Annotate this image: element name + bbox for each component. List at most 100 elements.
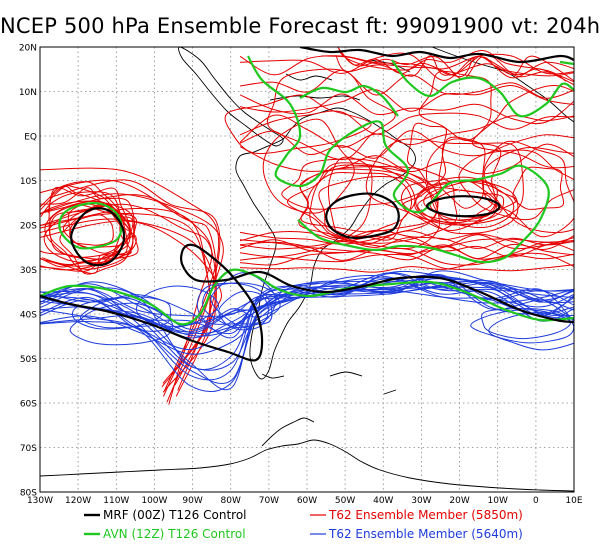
legend-label: T62 Ensemble Member (5640m) <box>328 527 523 541</box>
longitude-label: 110W <box>103 496 129 506</box>
longitude-label: 100W <box>141 496 167 506</box>
latitude-label: 10N <box>19 88 37 98</box>
red-member-contour <box>481 140 574 238</box>
red-member-contour <box>417 180 515 229</box>
latitude-label: 20N <box>19 44 37 54</box>
red-member-contour <box>338 48 574 86</box>
latitude-label: 30S <box>20 266 37 276</box>
red-member-contour <box>239 93 574 125</box>
longitude-label: 40W <box>373 496 393 506</box>
red-member-contour <box>239 143 574 175</box>
longitude-label: 60W <box>297 496 317 506</box>
blue-member-contour <box>481 308 571 340</box>
red-member-contour <box>438 136 486 209</box>
red-member-contour <box>415 179 497 221</box>
red-member-contour <box>239 252 574 273</box>
map-title: NCEP 500 hPa Ensemble Forecast ft: 99091… <box>0 14 600 38</box>
red-member-contour <box>335 54 574 82</box>
blue-member-contour <box>196 282 273 325</box>
avn-control-contour <box>58 202 123 250</box>
legend: MRF (00Z) T126 Control AVN (12Z) T126 Con… <box>84 508 523 541</box>
red-member-contour <box>69 214 114 246</box>
tierra-del-fuego <box>261 373 285 379</box>
red-member-contour <box>266 68 396 161</box>
mrf-control-contour <box>299 47 574 64</box>
latitude-label: 80S <box>20 489 37 499</box>
caribbean-islands <box>285 73 333 81</box>
mrf-control-contour <box>325 192 400 240</box>
red-member-contour <box>40 186 135 266</box>
red-member-contour <box>42 193 224 397</box>
red-member-contour <box>239 230 574 251</box>
longitude-label: 120W <box>65 496 91 506</box>
red-member-contour <box>239 69 574 99</box>
blue-member-contour <box>40 275 574 355</box>
red-member-contour <box>327 156 373 239</box>
red-member-contour <box>239 247 574 266</box>
red-member-contour <box>286 164 458 244</box>
grid-lines <box>40 47 574 492</box>
red-member-contour <box>239 52 574 81</box>
red-member-contour <box>239 229 574 249</box>
blue-member-contour <box>40 274 574 332</box>
red-member-contour <box>239 230 574 250</box>
blue-member-contour <box>470 309 574 344</box>
red-member-contour <box>336 47 574 80</box>
longitude-label: 70W <box>259 496 279 506</box>
longitude-label: 90W <box>182 496 202 506</box>
latitude-label: 70S <box>20 444 37 454</box>
red-member-contour <box>512 166 565 211</box>
latitude-label: 20S <box>20 222 37 232</box>
legend-label: T62 Ensemble Member (5850m) <box>328 508 523 522</box>
red-member-contour <box>281 158 428 210</box>
map-frame <box>39 46 575 493</box>
avn-control-contour <box>40 268 574 326</box>
mrf-control-contour <box>40 243 574 362</box>
red-member-contour <box>40 181 128 272</box>
blue-member-contour <box>40 272 574 335</box>
red-member-contour <box>458 149 574 221</box>
red-member-contour <box>49 203 134 270</box>
longitude-label: 130W <box>27 496 53 506</box>
legend-label: MRF (00Z) T126 Control <box>103 508 247 522</box>
red-member-contour <box>365 138 502 232</box>
red-member-contour <box>414 180 519 235</box>
longitude-label: 10W <box>488 496 508 506</box>
red-member-contour <box>239 130 574 159</box>
red-ensemble-contours <box>40 47 574 405</box>
latitude-label: 10S <box>20 177 37 187</box>
red-member-contour <box>40 200 134 265</box>
avn-control-contours <box>40 55 574 326</box>
red-member-contour <box>40 187 136 267</box>
longitude-labels: 130W 120W 110W 100W 90W 80W 70W 60W 50W 40W 30W 20W… <box>27 496 583 506</box>
red-member-contour <box>239 241 574 261</box>
longitude-label: 0 <box>533 496 539 506</box>
central-america-coast <box>178 47 284 147</box>
mrf-control-contour <box>69 207 126 267</box>
red-member-contour <box>239 253 574 272</box>
blue-member-contour <box>136 285 220 327</box>
south-georgia <box>383 389 397 395</box>
blue-member-contour <box>40 270 574 351</box>
red-member-contour <box>40 203 217 393</box>
avn-control-contour <box>391 59 574 118</box>
avn-control-contour <box>299 84 399 117</box>
red-member-contour <box>239 241 574 261</box>
latitude-label: EQ <box>24 133 37 143</box>
red-member-contour <box>307 171 413 237</box>
red-member-contour <box>483 147 574 234</box>
red-member-contour <box>239 85 574 113</box>
longitude-label: 80W <box>221 496 241 506</box>
red-member-contour <box>239 110 574 136</box>
mrf-control-contour <box>425 195 501 218</box>
latitude-label: 60S <box>20 400 37 410</box>
latitude-labels: 20N 10N EQ 10S 20S 30S 40S 50S 60S 70S 80S <box>19 44 37 499</box>
red-member-contour <box>40 167 220 392</box>
blue-member-contour <box>202 282 281 329</box>
red-member-contour <box>299 166 439 233</box>
red-member-contour <box>309 162 416 241</box>
red-member-contour <box>338 49 567 82</box>
longitude-label: 30W <box>411 496 431 506</box>
antarctica-coast <box>40 439 574 492</box>
